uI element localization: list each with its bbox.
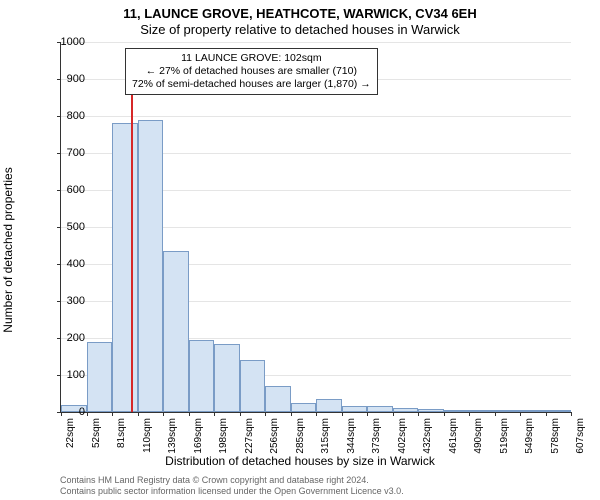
histogram-bar [214,344,240,412]
ytick-label: 800 [45,110,85,122]
histogram-bar [546,410,572,412]
xtick-mark [495,412,496,416]
xtick-label: 22sqm [65,418,76,458]
ytick-label: 1000 [45,36,85,48]
histogram-bar [189,340,215,412]
xtick-label: 81sqm [116,418,127,458]
gridline [61,116,571,117]
histogram-bar [87,342,113,412]
xtick-label: 402sqm [397,418,408,458]
xtick-label: 169sqm [193,418,204,458]
attribution-line2: Contains public sector information licen… [60,486,570,497]
histogram-bar [495,410,521,412]
xtick-label: 139sqm [167,418,178,458]
ytick-label: 300 [45,295,85,307]
histogram-bar [520,410,546,412]
histogram-bar [316,399,342,412]
xtick-mark [316,412,317,416]
x-axis-label: Distribution of detached houses by size … [0,454,600,468]
histogram-bar [418,409,444,412]
xtick-mark [112,412,113,416]
xtick-label: 519sqm [499,418,510,458]
histogram-bar [265,386,291,412]
xtick-label: 227sqm [244,418,255,458]
histogram-bar [367,406,393,412]
xtick-label: 549sqm [524,418,535,458]
histogram-bar [112,123,138,412]
marker-line [131,86,133,412]
ytick-label: 900 [45,73,85,85]
xtick-label: 110sqm [142,418,153,458]
annotation-box: 11 LAUNCE GROVE: 102sqm ← 27% of detache… [125,48,378,95]
xtick-mark [393,412,394,416]
xtick-mark [138,412,139,416]
xtick-mark [240,412,241,416]
attribution-line1: Contains HM Land Registry data © Crown c… [60,475,570,486]
xtick-mark [342,412,343,416]
histogram-bar [240,360,266,412]
xtick-mark [418,412,419,416]
xtick-mark [189,412,190,416]
xtick-label: 315sqm [320,418,331,458]
chart-container: 11, LAUNCE GROVE, HEATHCOTE, WARWICK, CV… [0,0,600,500]
chart-title-sub: Size of property relative to detached ho… [0,22,600,37]
xtick-mark [291,412,292,416]
ytick-label: 700 [45,147,85,159]
ytick-label: 0 [45,406,85,418]
xtick-label: 285sqm [295,418,306,458]
ytick-label: 200 [45,332,85,344]
xtick-mark [265,412,266,416]
xtick-mark [520,412,521,416]
ytick-label: 100 [45,369,85,381]
xtick-label: 432sqm [422,418,433,458]
histogram-bar [393,408,419,412]
annotation-line2: ← 27% of detached houses are smaller (71… [132,65,371,78]
xtick-label: 344sqm [346,418,357,458]
xtick-mark [367,412,368,416]
xtick-mark [163,412,164,416]
histogram-bar [163,251,189,412]
histogram-bar [291,403,317,412]
annotation-line1: 11 LAUNCE GROVE: 102sqm [132,52,371,65]
xtick-mark [214,412,215,416]
annotation-line3: 72% of semi-detached houses are larger (… [132,78,371,91]
xtick-label: 461sqm [448,418,459,458]
histogram-bar [138,120,164,412]
attribution: Contains HM Land Registry data © Crown c… [60,475,570,497]
histogram-bar [444,410,470,412]
xtick-label: 607sqm [575,418,586,458]
xtick-label: 256sqm [269,418,280,458]
ytick-label: 600 [45,184,85,196]
xtick-label: 578sqm [550,418,561,458]
histogram-bar [469,410,495,412]
plot-area: 11 LAUNCE GROVE: 102sqm ← 27% of detache… [60,42,571,413]
xtick-label: 373sqm [371,418,382,458]
gridline [61,42,571,43]
xtick-mark [444,412,445,416]
xtick-label: 198sqm [218,418,229,458]
histogram-bar [342,406,368,412]
ytick-label: 400 [45,258,85,270]
xtick-mark [571,412,572,416]
xtick-mark [546,412,547,416]
xtick-label: 490sqm [473,418,484,458]
xtick-label: 52sqm [91,418,102,458]
ytick-label: 500 [45,221,85,233]
y-axis-label: Number of detached properties [1,167,15,332]
xtick-mark [469,412,470,416]
chart-title-main: 11, LAUNCE GROVE, HEATHCOTE, WARWICK, CV… [0,6,600,21]
xtick-mark [87,412,88,416]
